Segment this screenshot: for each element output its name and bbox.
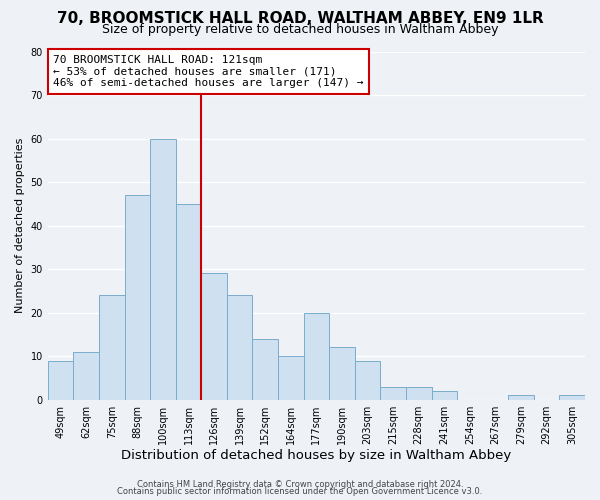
Bar [253,339,278,400]
Bar [304,312,329,400]
Bar [150,138,176,400]
X-axis label: Distribution of detached houses by size in Waltham Abbey: Distribution of detached houses by size … [121,450,512,462]
Text: Size of property relative to detached houses in Waltham Abbey: Size of property relative to detached ho… [102,22,498,36]
Bar [48,360,73,400]
Text: Contains HM Land Registry data © Crown copyright and database right 2024.: Contains HM Land Registry data © Crown c… [137,480,463,489]
Bar [227,295,253,400]
Bar [99,295,125,400]
Bar [201,274,227,400]
Bar [278,356,304,400]
Text: Contains public sector information licensed under the Open Government Licence v3: Contains public sector information licen… [118,488,482,496]
Bar [176,204,201,400]
Text: 70 BROOMSTICK HALL ROAD: 121sqm
← 53% of detached houses are smaller (171)
46% o: 70 BROOMSTICK HALL ROAD: 121sqm ← 53% of… [53,55,364,88]
Bar [406,386,431,400]
Bar [559,396,585,400]
Y-axis label: Number of detached properties: Number of detached properties [15,138,25,314]
Text: 70, BROOMSTICK HALL ROAD, WALTHAM ABBEY, EN9 1LR: 70, BROOMSTICK HALL ROAD, WALTHAM ABBEY,… [56,11,544,26]
Bar [329,348,355,400]
Bar [380,386,406,400]
Bar [73,352,99,400]
Bar [125,195,150,400]
Bar [355,360,380,400]
Bar [431,391,457,400]
Bar [508,396,534,400]
